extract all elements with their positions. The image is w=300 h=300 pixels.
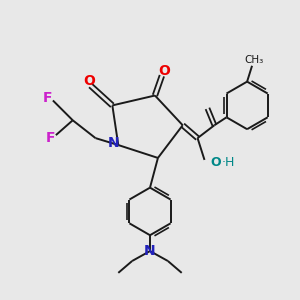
Text: O: O bbox=[84, 74, 95, 88]
Text: CH₃: CH₃ bbox=[244, 55, 264, 65]
Text: F: F bbox=[46, 131, 56, 145]
Text: N: N bbox=[144, 244, 156, 258]
Text: O: O bbox=[158, 64, 170, 78]
Text: ·H: ·H bbox=[221, 156, 235, 170]
Text: F: F bbox=[43, 92, 53, 106]
Text: N: N bbox=[107, 136, 119, 150]
Text: O: O bbox=[210, 156, 221, 170]
